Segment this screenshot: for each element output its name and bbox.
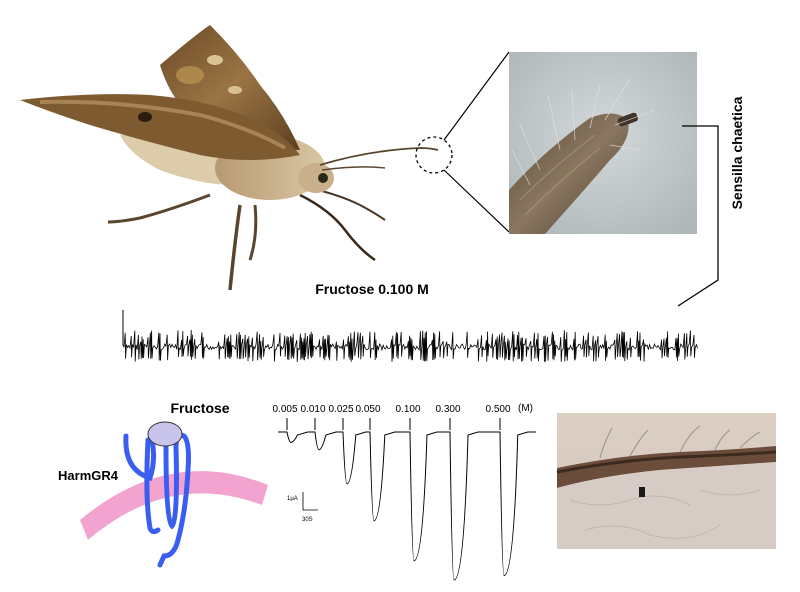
bracket-line	[677, 125, 719, 307]
receptor-helices	[123, 429, 191, 568]
concentration-label: 0.050	[355, 404, 380, 415]
concentration-label: 0.025	[328, 404, 353, 415]
current-response-trace: 0.005 0.010 0.025 0.050 0.100 0.300 0.500 (M)	[272, 403, 536, 581]
receptor-diagram	[80, 421, 268, 568]
antenna-tip-micrograph	[509, 52, 697, 234]
moth-icon	[20, 25, 439, 291]
fructose-ligand	[147, 421, 183, 447]
spike-recording-trace	[122, 310, 698, 363]
sensilla-label: Sensilla chaetica	[729, 96, 745, 209]
concentration-label: 0.010	[300, 404, 325, 415]
concentration-unit: (M)	[518, 403, 533, 414]
recording-title: Fructose 0.100 M	[315, 281, 429, 297]
concentration-label: 0.005	[272, 404, 297, 415]
magnify-circle	[415, 136, 453, 174]
concentration-label: 0.300	[435, 404, 460, 415]
scale-bar-time: 30S	[302, 517, 313, 523]
concentration-label: 0.100	[395, 404, 420, 415]
receptor-label: HarmGR4	[58, 468, 119, 483]
connector-line-top	[443, 51, 510, 141]
concentration-label: 0.500	[485, 404, 510, 415]
tissue-section-micrograph	[556, 413, 777, 549]
scale-bar: 1μA 30S	[287, 492, 318, 523]
connector-line-bottom	[443, 169, 510, 233]
ligand-label: Fructose	[170, 400, 229, 416]
membrane	[80, 471, 268, 540]
scale-bar-current: 1μA	[287, 496, 298, 502]
